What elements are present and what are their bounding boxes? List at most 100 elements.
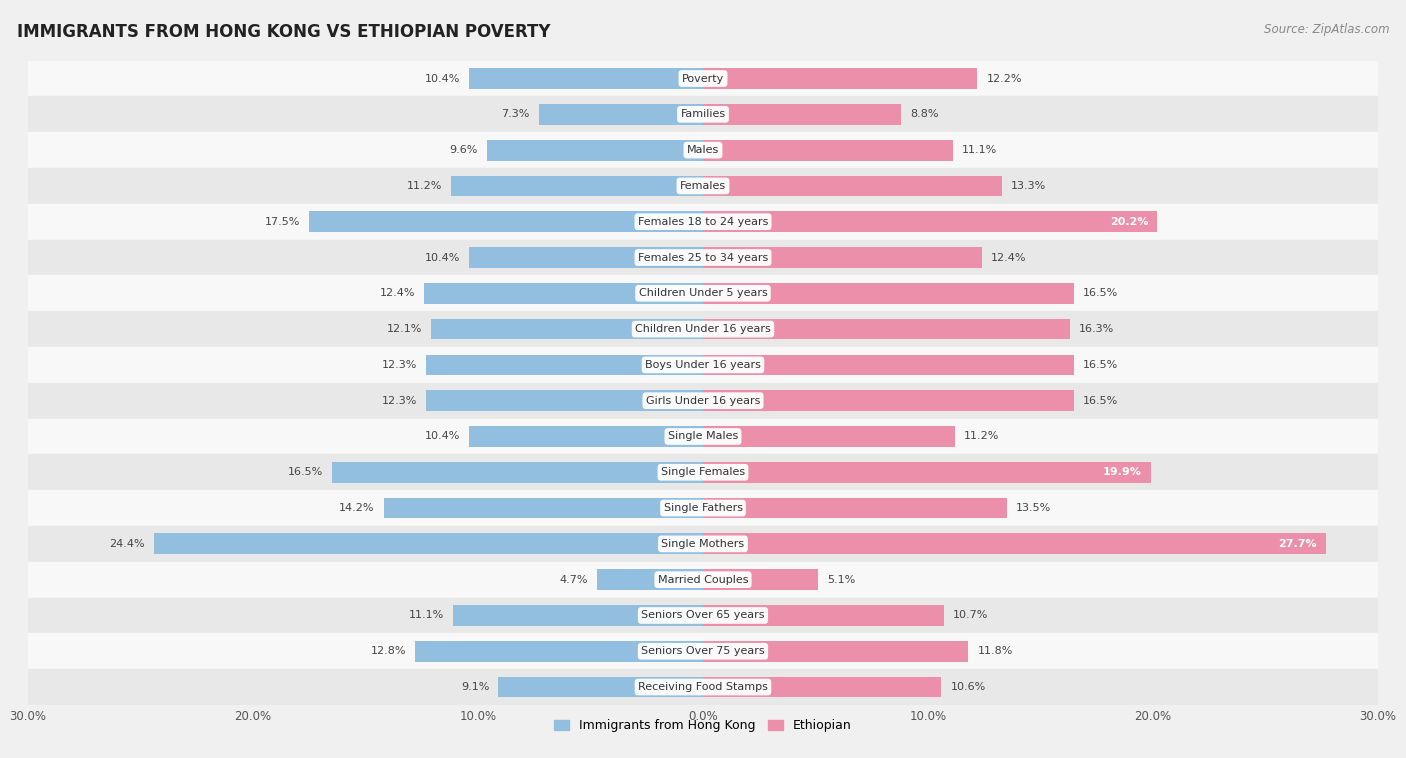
Text: Seniors Over 75 years: Seniors Over 75 years [641,647,765,656]
Text: 9.6%: 9.6% [450,145,478,155]
Bar [703,390,1074,411]
Bar [155,534,703,554]
Text: Poverty: Poverty [682,74,724,83]
Text: Single Fathers: Single Fathers [664,503,742,513]
Bar [498,677,703,697]
Text: 14.2%: 14.2% [339,503,374,513]
Text: Married Couples: Married Couples [658,575,748,584]
Text: Receiving Food Stamps: Receiving Food Stamps [638,682,768,692]
Bar [28,347,1378,383]
Text: Boys Under 16 years: Boys Under 16 years [645,360,761,370]
Bar [703,355,1074,375]
Text: 16.3%: 16.3% [1078,324,1114,334]
Text: Females 25 to 34 years: Females 25 to 34 years [638,252,768,262]
Text: 10.4%: 10.4% [425,252,460,262]
Text: 13.3%: 13.3% [1011,181,1046,191]
Text: 11.2%: 11.2% [406,181,441,191]
Bar [28,526,1378,562]
Bar [703,104,901,125]
Bar [703,139,953,161]
Bar [703,534,1326,554]
Text: 20.2%: 20.2% [1109,217,1149,227]
Bar [703,176,1002,196]
Text: IMMIGRANTS FROM HONG KONG VS ETHIOPIAN POVERTY: IMMIGRANTS FROM HONG KONG VS ETHIOPIAN P… [17,23,550,41]
Text: 12.3%: 12.3% [382,360,418,370]
Text: 16.5%: 16.5% [1083,396,1118,406]
Text: 10.4%: 10.4% [425,431,460,441]
Text: 10.6%: 10.6% [950,682,986,692]
Bar [703,68,977,89]
Text: Males: Males [688,145,718,155]
Text: 12.2%: 12.2% [987,74,1022,83]
Bar [703,247,981,268]
Bar [28,669,1378,705]
Text: 11.1%: 11.1% [409,610,444,621]
Bar [703,462,1150,483]
Bar [703,498,1007,518]
Text: Single Mothers: Single Mothers [661,539,745,549]
Bar [28,418,1378,454]
Bar [703,641,969,662]
Text: 9.1%: 9.1% [461,682,489,692]
Bar [332,462,703,483]
Text: 12.8%: 12.8% [371,647,406,656]
Bar [28,132,1378,168]
Bar [430,318,703,340]
Text: 11.8%: 11.8% [977,647,1012,656]
Text: Children Under 16 years: Children Under 16 years [636,324,770,334]
Text: Seniors Over 65 years: Seniors Over 65 years [641,610,765,621]
Bar [28,562,1378,597]
Text: 27.7%: 27.7% [1278,539,1317,549]
Text: 24.4%: 24.4% [110,539,145,549]
Bar [703,677,942,697]
Text: 19.9%: 19.9% [1102,467,1142,478]
Legend: Immigrants from Hong Kong, Ethiopian: Immigrants from Hong Kong, Ethiopian [550,714,856,738]
Bar [486,139,703,161]
Bar [384,498,703,518]
Bar [470,426,703,447]
Bar [703,283,1074,304]
Bar [28,240,1378,275]
Text: 7.3%: 7.3% [502,109,530,119]
Bar [598,569,703,590]
Text: Families: Families [681,109,725,119]
Bar [703,605,943,626]
Bar [425,283,703,304]
Text: 12.3%: 12.3% [382,396,418,406]
Bar [470,247,703,268]
Text: Source: ZipAtlas.com: Source: ZipAtlas.com [1264,23,1389,36]
Text: 12.4%: 12.4% [991,252,1026,262]
Bar [28,597,1378,634]
Bar [451,176,703,196]
Bar [703,318,1070,340]
Text: 11.2%: 11.2% [965,431,1000,441]
Bar [453,605,703,626]
Bar [28,96,1378,132]
Text: 17.5%: 17.5% [264,217,301,227]
Text: 8.8%: 8.8% [910,109,938,119]
Bar [28,275,1378,312]
Bar [470,68,703,89]
Bar [703,569,818,590]
Bar [538,104,703,125]
Text: 10.7%: 10.7% [953,610,988,621]
Text: 13.5%: 13.5% [1015,503,1050,513]
Text: Females: Females [681,181,725,191]
Text: Girls Under 16 years: Girls Under 16 years [645,396,761,406]
Text: 16.5%: 16.5% [288,467,323,478]
Text: Females 18 to 24 years: Females 18 to 24 years [638,217,768,227]
Bar [703,426,955,447]
Text: 5.1%: 5.1% [827,575,855,584]
Bar [28,168,1378,204]
Bar [703,211,1157,232]
Text: 12.1%: 12.1% [387,324,422,334]
Text: 4.7%: 4.7% [560,575,588,584]
Text: 16.5%: 16.5% [1083,288,1118,299]
Text: Children Under 5 years: Children Under 5 years [638,288,768,299]
Bar [28,490,1378,526]
Text: 11.1%: 11.1% [962,145,997,155]
Text: Single Males: Single Males [668,431,738,441]
Bar [28,312,1378,347]
Bar [28,454,1378,490]
Text: 10.4%: 10.4% [425,74,460,83]
